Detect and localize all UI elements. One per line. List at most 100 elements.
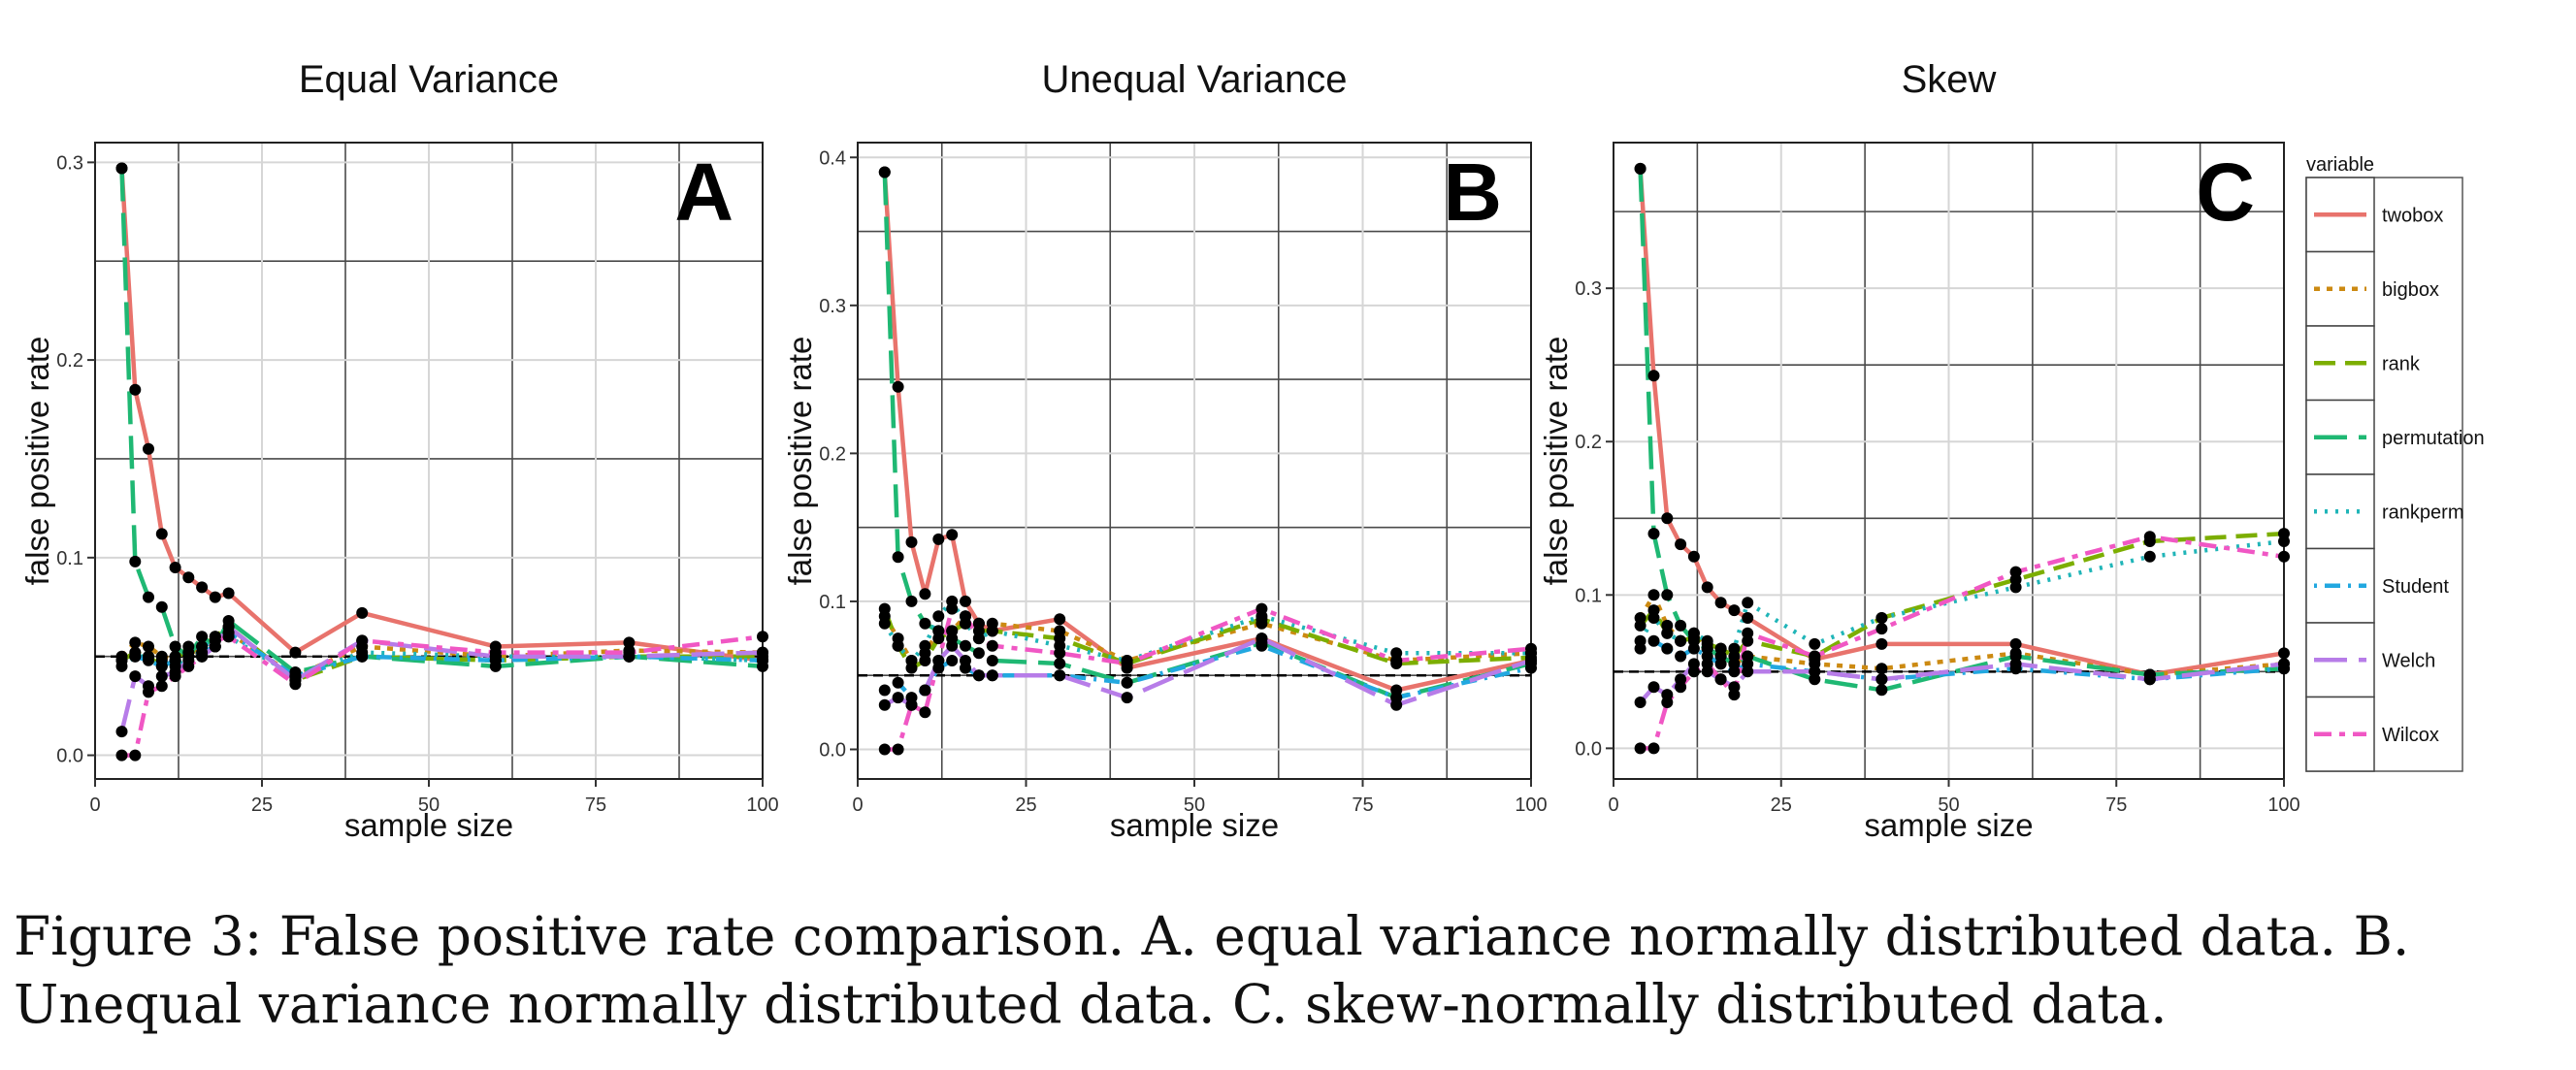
data-point-rank — [919, 655, 931, 666]
x-tick-label: 50 — [418, 794, 440, 816]
data-point-Wilcox — [489, 646, 502, 659]
data-point-permutation — [986, 655, 998, 666]
data-point-twobox — [1661, 512, 1674, 525]
data-point-twobox — [1647, 370, 1660, 382]
y-tick-label: 0.1 — [56, 548, 83, 569]
data-point-Student — [356, 650, 369, 663]
data-point-permutation — [1634, 162, 1647, 175]
y-tick-label: 0.2 — [1575, 432, 1602, 453]
data-point-twobox — [892, 380, 904, 393]
data-point-Wilcox — [289, 678, 302, 691]
data-point-Wilcox — [1714, 673, 1727, 686]
data-point-Wilcox — [356, 634, 369, 647]
data-point-twobox — [1054, 613, 1066, 626]
data-point-twobox — [1875, 637, 1888, 650]
data-point-twobox — [182, 571, 195, 584]
data-point-rankperm — [1687, 627, 1700, 639]
data-point-permutation — [1647, 528, 1660, 540]
data-point-Welch — [1255, 632, 1268, 645]
data-point-rank — [878, 602, 891, 615]
x-tick-label: 0 — [89, 794, 100, 816]
data-point-permutation — [1675, 619, 1687, 632]
data-point-twobox — [2009, 637, 2022, 650]
data-point-rankperm — [986, 625, 998, 637]
data-point-Wilcox — [972, 632, 985, 645]
chart-panel-b: 0 25 50 75 100 0.0 0.1 0.2 0.3 0.4 Unequal Varianc… — [782, 58, 1548, 843]
data-point-permutation — [155, 600, 168, 613]
data-point-Welch — [155, 670, 168, 683]
y-tick-label: 0.3 — [819, 296, 846, 317]
data-point-Wilcox — [115, 749, 128, 762]
data-point-rankperm — [905, 655, 918, 666]
data-point-rankperm — [1809, 637, 1821, 650]
data-point-twobox — [222, 587, 235, 600]
data-point-Wilcox — [143, 686, 154, 698]
panel-letter: B — [1443, 146, 1502, 238]
data-point-Wilcox — [986, 639, 998, 652]
data-point-rankperm — [1728, 642, 1741, 655]
figure-svg: 0 25 50 75 100 0.0 0.1 0.2 0.3 Equal Variance Asam… — [19, 58, 2485, 843]
data-point-bigbox — [129, 636, 142, 649]
data-point-Welch — [757, 646, 768, 659]
data-point-Wilcox — [1809, 650, 1821, 663]
data-point-Welch — [1121, 692, 1133, 704]
legend-title: variable — [2306, 154, 2374, 176]
data-point-twobox — [623, 636, 636, 649]
data-point-rankperm — [1875, 612, 1888, 624]
data-point-twobox — [1701, 581, 1713, 594]
y-tick-label: 0.0 — [1575, 738, 1602, 760]
data-point-Wilcox — [1687, 665, 1700, 678]
data-point-rankperm — [919, 639, 931, 652]
data-point-Wilcox — [623, 646, 636, 659]
data-point-Student — [115, 654, 128, 666]
panel-title: Skew — [1902, 58, 1997, 101]
series-line-Wilcox — [884, 606, 1532, 752]
data-point-Welch — [2143, 673, 2156, 686]
y-tick-label: 0.1 — [819, 592, 846, 613]
legend: variable twobox bigbox rank permutation rankp… — [2305, 154, 2485, 772]
y-axis-label: false positive rate — [19, 337, 55, 586]
y-axis-label: false positive rate — [782, 337, 818, 586]
y-tick-label: 0.3 — [56, 152, 83, 174]
data-point-Wilcox — [209, 634, 221, 647]
series-line-Student — [883, 643, 1532, 700]
data-point-rankperm — [1675, 634, 1687, 647]
y-tick-label: 0.2 — [819, 443, 846, 465]
data-point-twobox — [946, 529, 959, 541]
data-point-Welch — [115, 726, 128, 738]
x-tick-label: 75 — [585, 794, 606, 816]
data-point-Wilcox — [1742, 627, 1754, 639]
data-point-rankperm — [1714, 642, 1727, 655]
x-tick-label: 100 — [2267, 794, 2299, 816]
data-point-bigbox — [1875, 663, 1888, 675]
data-point-permutation — [169, 640, 181, 653]
legend-label-twobox: twobox — [2382, 205, 2443, 226]
data-point-Welch — [1875, 673, 1888, 686]
data-point-twobox — [1714, 597, 1727, 609]
data-point-Welch — [1054, 669, 1066, 682]
data-point-bigbox — [1647, 589, 1660, 601]
data-point-twobox — [919, 588, 931, 600]
data-point-permutation — [960, 639, 971, 652]
data-point-Welch — [1647, 681, 1660, 694]
data-point-Wilcox — [169, 670, 181, 683]
data-point-Student — [169, 654, 181, 666]
y-tick-label: 0.1 — [1575, 585, 1602, 606]
data-point-Wilcox — [892, 743, 904, 756]
data-point-permutation — [143, 591, 154, 603]
data-point-permutation — [115, 162, 128, 175]
data-point-rankperm — [2143, 550, 2156, 563]
data-point-Wilcox — [932, 655, 945, 666]
y-tick-label: 0.0 — [819, 739, 846, 761]
data-point-Welch — [129, 670, 142, 683]
y-tick-label: 0.4 — [819, 147, 846, 169]
data-point-Student — [1714, 658, 1727, 670]
data-point-Student — [129, 650, 142, 663]
data-point-Student — [1647, 634, 1660, 647]
data-point-twobox — [1675, 538, 1687, 551]
data-point-Student — [946, 655, 959, 666]
series-line-twobox — [119, 168, 764, 664]
data-point-Student — [1675, 650, 1687, 663]
x-tick-label: 25 — [1015, 794, 1036, 816]
